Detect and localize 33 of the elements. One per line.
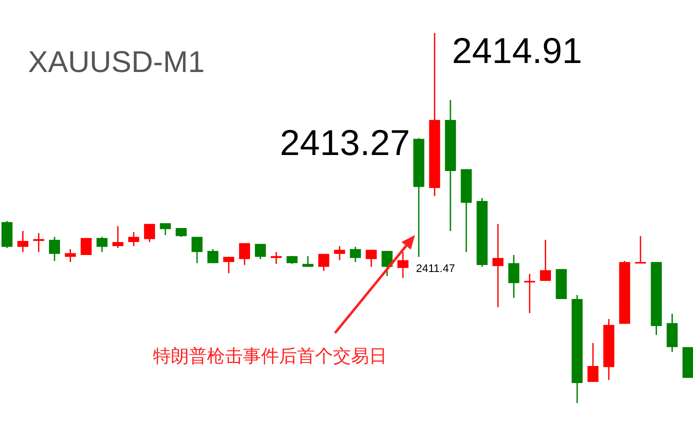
candlestick (17, 230, 28, 253)
annotation: 2411.47 (416, 263, 455, 275)
candlestick (207, 248, 218, 264)
candlestick (334, 245, 346, 261)
candlestick (397, 251, 408, 279)
candlestick (302, 255, 314, 268)
chart-title: XAUUSD-M1 (28, 46, 205, 79)
candlestick (254, 243, 266, 260)
candlestick (33, 232, 44, 253)
candlestick (64, 248, 76, 263)
candlestick (350, 246, 361, 263)
annotation: 2414.91 (452, 30, 582, 71)
candlestick (96, 236, 108, 253)
candlestick (366, 249, 377, 268)
candlestick (49, 236, 60, 262)
candlestick (540, 239, 551, 282)
candlestick (634, 235, 646, 264)
annotation: 特朗普枪击事件后首个交易日 (153, 346, 387, 367)
candlestick (492, 223, 504, 308)
candlestick (223, 256, 234, 274)
annotation: 2413.27 (280, 122, 410, 163)
candlestick (144, 223, 156, 243)
candlestick (192, 236, 203, 264)
candlestick (508, 254, 520, 299)
candlestick (587, 342, 598, 383)
candlestick (160, 222, 171, 236)
candlestick (270, 251, 282, 265)
candlestick (128, 231, 140, 247)
candlestick (239, 242, 250, 266)
candlestick (524, 273, 536, 314)
candlestick (318, 253, 330, 272)
candlestick (112, 225, 124, 249)
candlestick (382, 250, 393, 277)
